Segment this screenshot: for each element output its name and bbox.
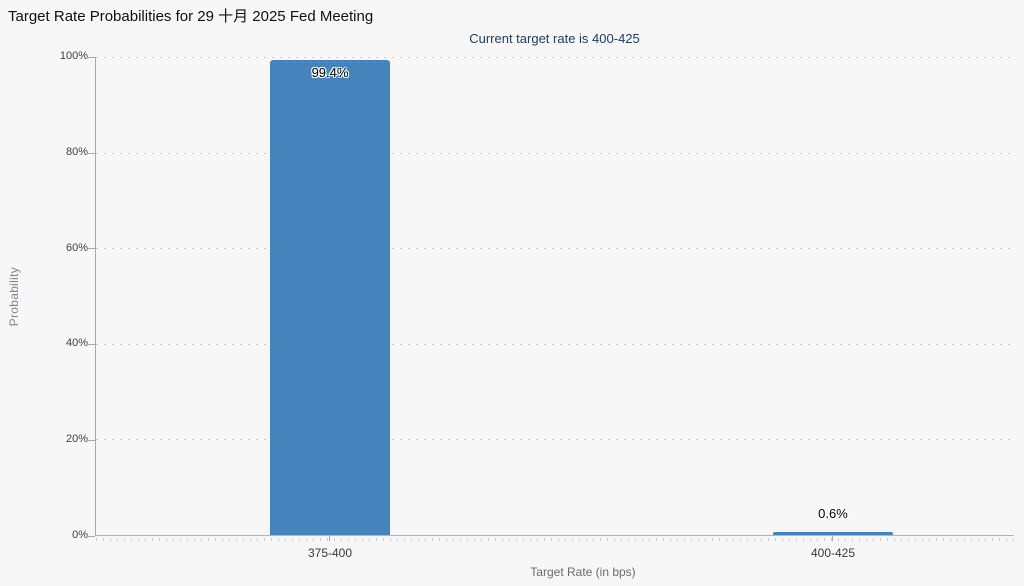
y-tick-label-60: 60% <box>65 242 88 254</box>
y-tick-mark <box>88 536 95 537</box>
y-tick-label-0: 0% <box>72 529 88 541</box>
chart-title: Target Rate Probabilities for 29 十月 2025… <box>8 8 374 25</box>
bar-value-label: 0.6% <box>818 506 848 521</box>
y-tick-label-40: 40% <box>65 337 88 349</box>
bar-400-425 <box>773 532 893 535</box>
gridline-80 <box>96 152 1014 154</box>
y-axis-title: Probability <box>7 266 21 327</box>
x-axis-title: Target Rate (in bps) <box>530 565 636 579</box>
y-tick-label-80: 80% <box>65 146 88 158</box>
bar-375-400 <box>270 59 390 535</box>
x-tick-mark <box>329 536 330 541</box>
x-axis-minor-ticks <box>96 538 1014 541</box>
x-tick-label-375-400: 375-400 <box>307 546 353 560</box>
y-tick-mark <box>88 153 95 154</box>
x-tick-label-400-425: 400-425 <box>810 546 856 560</box>
gridline-20 <box>96 439 1014 441</box>
y-tick-mark <box>88 57 95 58</box>
y-tick-mark <box>88 344 95 345</box>
gridline-100 <box>96 57 1014 58</box>
bar-value-label: 99.4% <box>311 65 349 80</box>
y-tick-mark <box>88 440 95 441</box>
gridline-40 <box>96 343 1014 345</box>
y-tick-mark <box>88 248 95 249</box>
x-tick-mark <box>832 536 833 541</box>
y-axis-title-wrap: Probability <box>2 57 26 536</box>
current-target-rate-note: Current target rate is 400-425 <box>469 31 640 46</box>
y-tick-label-20: 20% <box>65 433 88 445</box>
plot-area: 99.4% 0.6% <box>95 57 1014 536</box>
y-tick-label-100: 100% <box>59 50 88 62</box>
gridline-60 <box>96 248 1014 250</box>
